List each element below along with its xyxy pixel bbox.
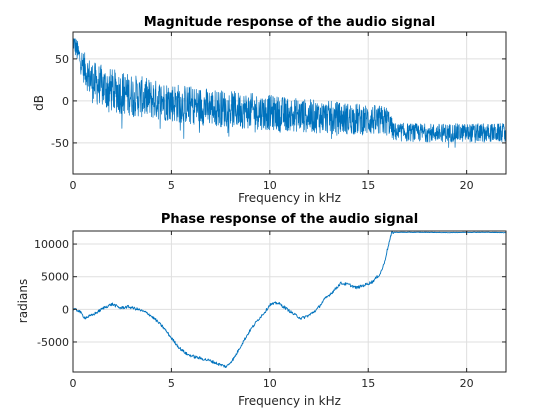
magnitude-title: Magnitude response of the audio signal [144, 15, 436, 30]
phase-xlabel: Frequency in kHz [238, 394, 341, 408]
phase-xtick-label: 20 [460, 377, 474, 390]
magnitude-ytick-label: 50 [55, 53, 69, 66]
magnitude-frame [72, 31, 507, 175]
phase-line [72, 230, 507, 369]
magnitude-ylabel: dB [32, 95, 46, 111]
phase-ticks: 0 5 10 15 20 10000 5000 0 -5000 [34, 231, 506, 390]
phase-xtick-label: 0 [70, 377, 77, 390]
phase-axes: Phase response of the audio signal 0 5 10 1… [16, 212, 507, 408]
phase-ytick-label: 5000 [41, 271, 69, 284]
phase-ytick-label: 10000 [34, 238, 69, 251]
magnitude-xtick-label: 0 [70, 179, 77, 192]
phase-grid [72, 231, 506, 372]
magnitude-xlabel: Frequency in kHz [238, 191, 341, 205]
phase-ytick-label: 0 [62, 303, 69, 316]
magnitude-ytick-label: -50 [51, 137, 69, 150]
magnitude-ytick-label: 0 [62, 95, 69, 108]
magnitude-ticks: 0 5 10 15 20 50 0 -50 [51, 32, 506, 192]
magnitude-axes: Magnitude response of the audio signal 0… [32, 15, 507, 205]
phase-xtick-label: 5 [168, 377, 175, 390]
phase-series-0 [72, 230, 507, 369]
phase-ytick-label: -5000 [37, 336, 69, 349]
magnitude-xtick-label: 10 [263, 179, 277, 192]
magnitude-line [72, 37, 507, 148]
phase-title: Phase response of the audio signal [161, 212, 418, 227]
magnitude-xtick-label: 20 [460, 179, 474, 192]
magnitude-xtick-label: 15 [361, 179, 375, 192]
phase-xtick-label: 10 [263, 377, 277, 390]
magnitude-series-0 [72, 37, 507, 148]
magnitude-xtick-label: 5 [168, 179, 175, 192]
phase-xtick-label: 15 [361, 377, 375, 390]
phase-ylabel: radians [16, 279, 30, 323]
phase-frame [72, 230, 507, 373]
